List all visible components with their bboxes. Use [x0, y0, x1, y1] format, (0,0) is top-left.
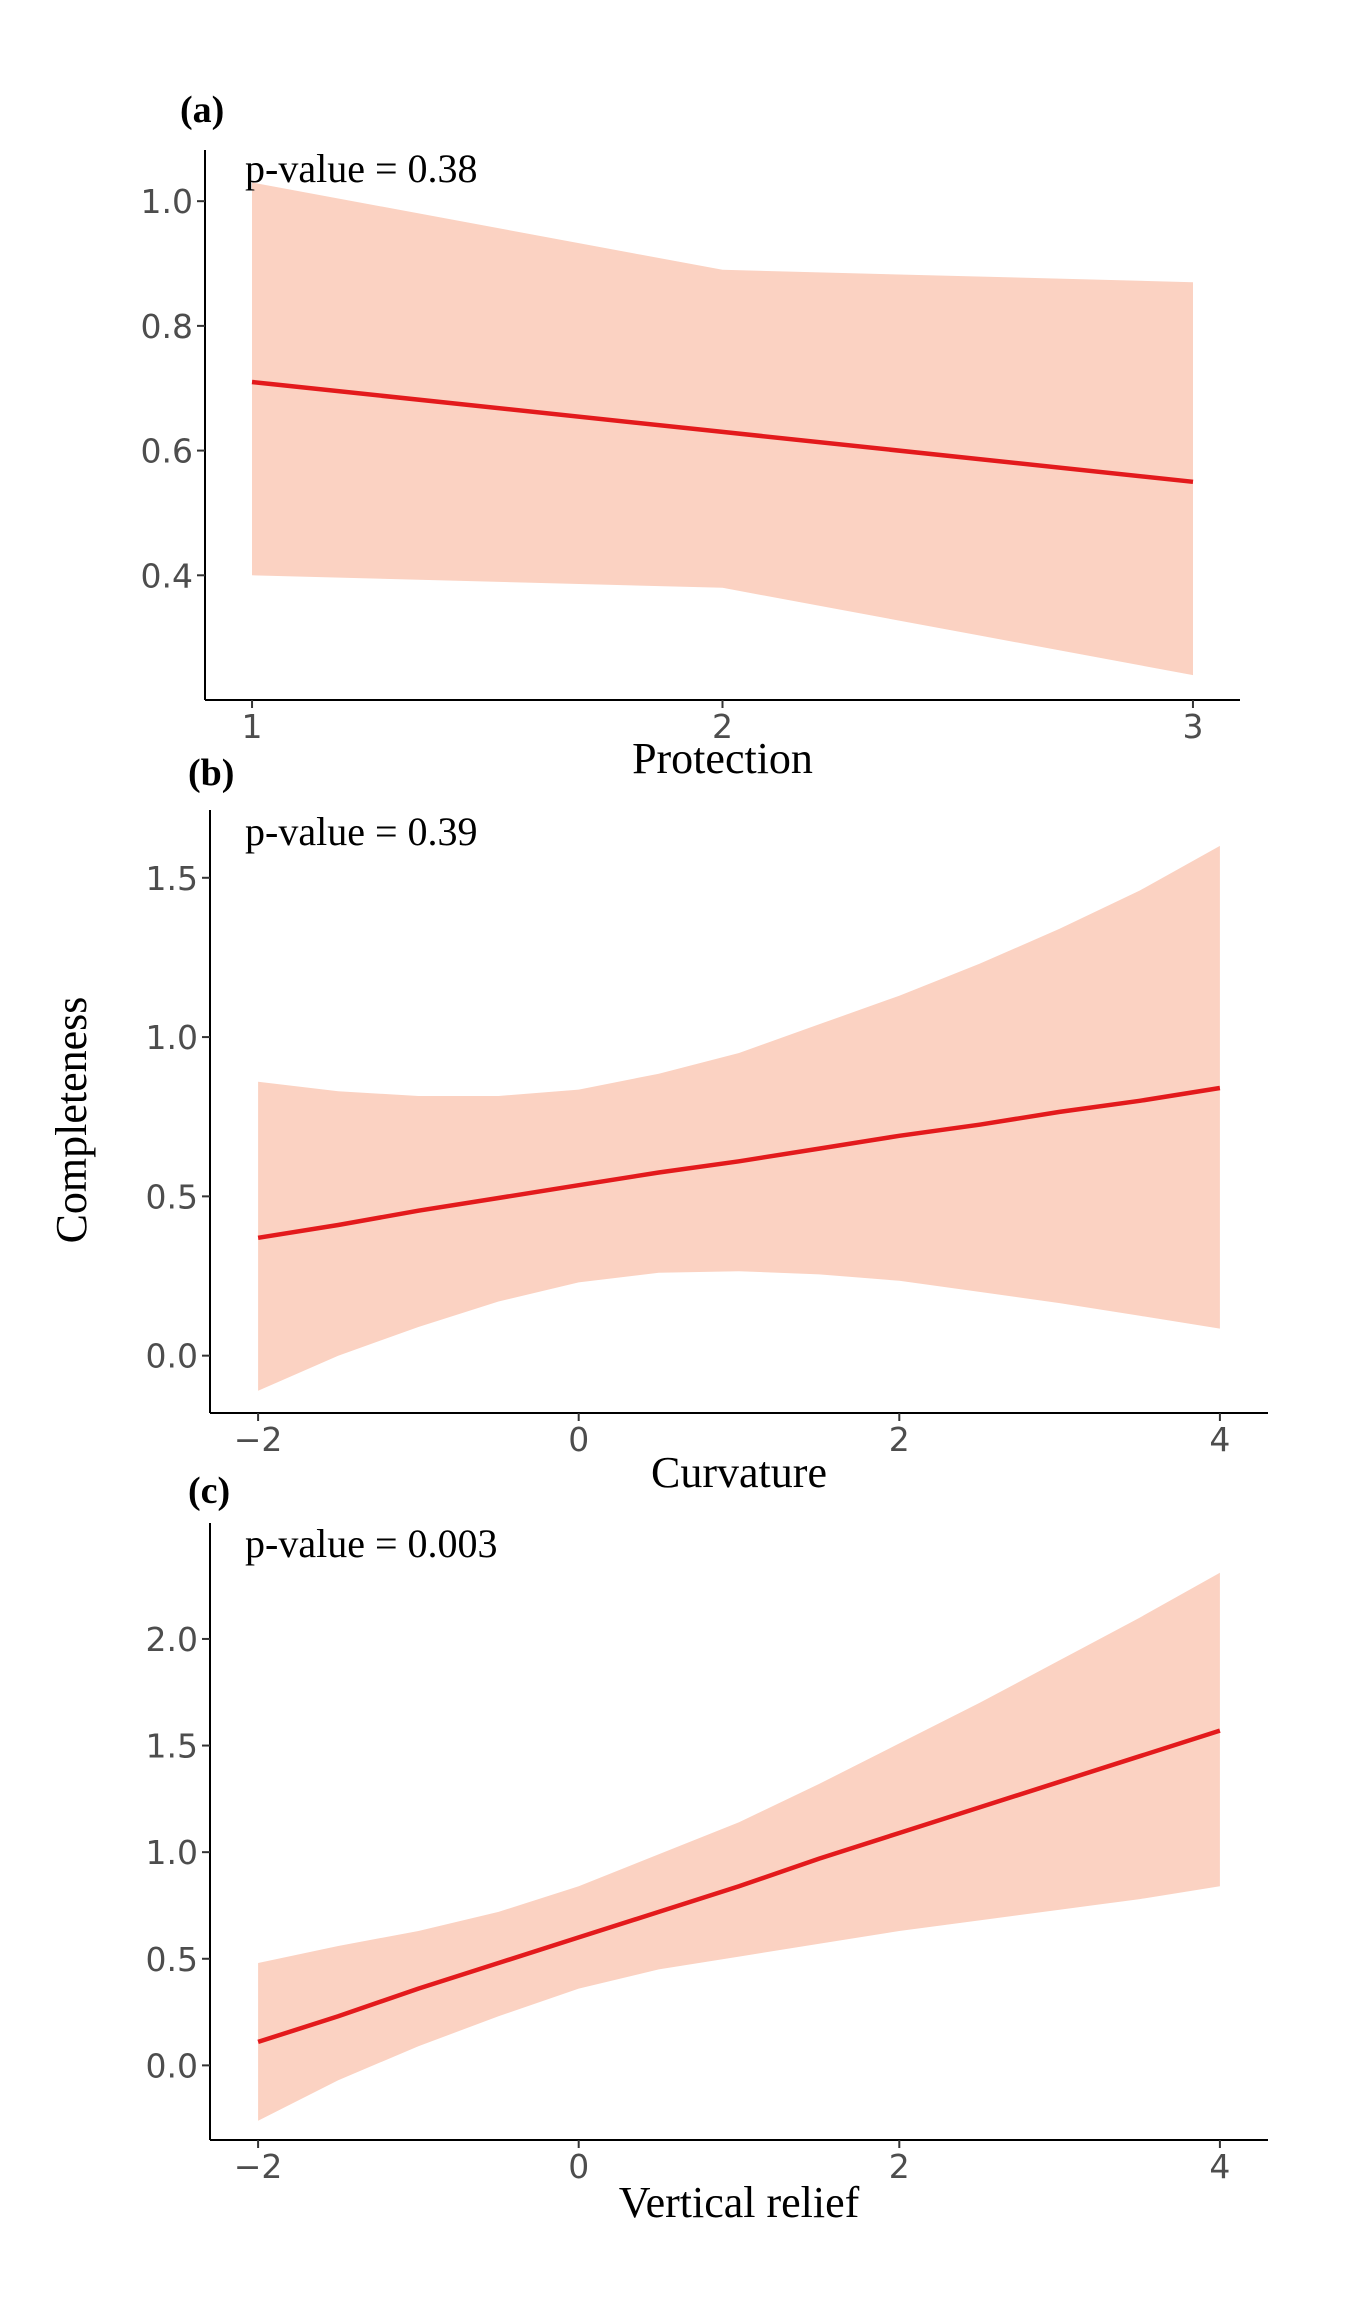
confidence-band: [258, 1572, 1220, 2121]
x-tick-label: −2: [234, 1420, 283, 1459]
x-tick-label: −2: [234, 2147, 283, 2186]
y-tick-label: 0.0: [146, 2046, 198, 2085]
y-tick-label: 1.0: [146, 1833, 198, 1872]
p-value-annotation: p-value = 0.38: [245, 146, 478, 191]
y-tick-label: 2.0: [146, 1620, 198, 1659]
fit-line: [257, 1085, 1221, 1241]
panel-3: 0.0 0.5 1.0 1.5 2.0 −2 0 2 4 Vertical relief (c) p-…: [146, 1470, 1268, 2227]
panel-label: (b): [188, 752, 234, 794]
p-value-annotation: p-value = 0.003: [245, 1521, 498, 1566]
panel-2: 0.0 0.5 1.0 1.5 −2 0 2 4 Curvature (b) p-value = 0…: [146, 752, 1268, 1497]
x-tick-label: 0: [568, 2147, 589, 2186]
x-axis-title: Protection: [632, 734, 813, 783]
x-tick-label: 4: [1209, 2147, 1230, 2186]
fit-line: [257, 1728, 1221, 2045]
y-tick-label: 0.5: [146, 1940, 198, 1979]
x-tick-label: 1: [242, 707, 263, 746]
confidence-band: [258, 845, 1220, 1391]
x-axis-title: Vertical relief: [619, 2178, 860, 2227]
y-tick-label: 0.5: [146, 1177, 198, 1216]
x-tick-label: 0: [568, 1420, 589, 1459]
y-tick-label: 0.8: [141, 307, 193, 346]
x-tick-label: 4: [1209, 1420, 1230, 1459]
x-tick-label: 2: [712, 707, 733, 746]
x-axis-title: Curvature: [651, 1448, 827, 1497]
y-tick-label: 0.4: [141, 556, 193, 595]
y-tick-label: 1.5: [146, 1727, 198, 1766]
x-tick-label: 3: [1182, 707, 1203, 746]
y-tick-label: 0.0: [146, 1337, 198, 1376]
x-tick-label: 2: [889, 2147, 910, 2186]
panel-label: (a): [180, 89, 224, 131]
shared-y-axis-title: Completeness: [47, 997, 96, 1244]
fit-line: [251, 379, 1194, 485]
y-tick-label: 1.5: [146, 859, 198, 898]
confidence-band: [252, 182, 1193, 676]
p-value-annotation: p-value = 0.39: [245, 809, 478, 854]
y-tick-label: 1.0: [141, 182, 193, 221]
y-tick-label: 0.6: [141, 432, 193, 471]
panel-label: (c): [188, 1470, 230, 1512]
y-tick-label: 1.0: [146, 1018, 198, 1057]
panel-1: 0.4 0.6 0.8 1.0 1 2 3 Protection (a) p-value = 0.…: [141, 89, 1240, 783]
x-tick-label: 2: [889, 1420, 910, 1459]
